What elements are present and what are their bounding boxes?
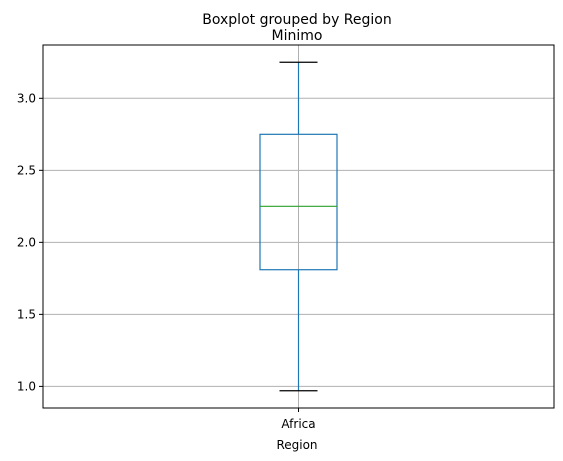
y-tick-label: 1.0: [17, 379, 36, 393]
y-tick-label: 2.0: [17, 235, 36, 249]
x-axis-ticks: Africa: [281, 408, 316, 431]
y-tick-label: 1.5: [17, 307, 36, 321]
y-tick-label: 3.0: [17, 91, 36, 105]
box-africa: [259, 61, 338, 392]
y-axis-ticks: 1.0 1.5 2.0 2.5 3.0: [17, 91, 43, 393]
y-tick-label: 2.5: [17, 163, 36, 177]
chart-title: Minimo: [272, 28, 323, 44]
boxes-group: [259, 61, 338, 392]
x-axis-label: Region: [276, 438, 317, 452]
x-tick-label: Africa: [281, 417, 315, 431]
chart-suptitle: Boxplot grouped by Region: [202, 12, 391, 28]
iqr-box: [259, 133, 338, 271]
